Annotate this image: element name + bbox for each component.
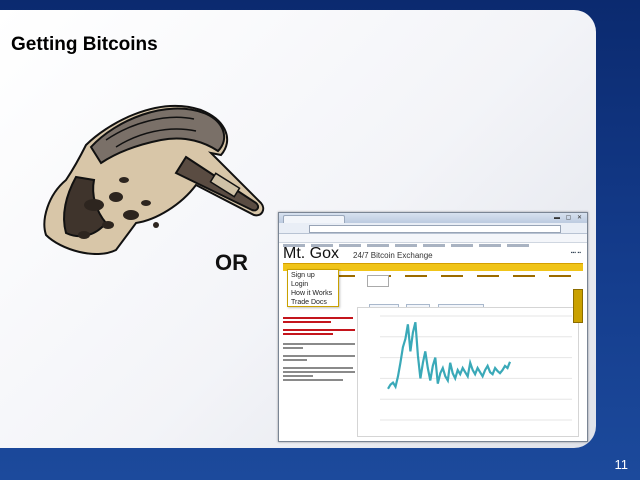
- window-controls-icon[interactable]: ▬ ▢ ✕: [553, 215, 584, 221]
- side-news: [283, 317, 357, 383]
- price-series-line: [387, 321, 512, 390]
- menu-item-trade-docs[interactable]: Trade Docs: [291, 299, 327, 306]
- menu-item-how-it-works[interactable]: How it Works: [291, 290, 333, 297]
- price-chart: [357, 307, 579, 437]
- bookmarks-bar: [279, 234, 587, 247]
- pickaxe-image: [43, 104, 265, 255]
- browser-titlebar: ▬ ▢ ✕: [279, 213, 587, 224]
- menu-item-login[interactable]: Login: [291, 281, 309, 288]
- browser-tab[interactable]: [283, 215, 345, 224]
- gox-logo[interactable]: Mt. Gox: [283, 245, 340, 262]
- slide-title: Getting Bitcoins: [11, 34, 158, 55]
- trade-tab[interactable]: [367, 275, 389, 287]
- menu-item-sign-up[interactable]: Sign up: [291, 272, 315, 279]
- gox-tagline: 24/7 Bitcoin Exchange: [353, 251, 433, 260]
- browser-navbar: [279, 223, 587, 234]
- gox-header: Mt. Gox 24/7 Bitcoin Exchange ▪▪▪ ▪▪: [279, 243, 587, 273]
- or-label: OR: [215, 250, 248, 275]
- browser-screenshot: ▬ ▢ ✕ Mt. Gox 24/7 Bitcoin Exchange ▪▪▪ …: [278, 212, 588, 442]
- gox-dropdown-menu: Sign up Login How it Works Trade Docs: [287, 269, 339, 307]
- address-bar[interactable]: [309, 225, 561, 233]
- price-chart-svg: [380, 315, 572, 421]
- page-number: 11: [614, 457, 629, 472]
- account-links[interactable]: ▪▪▪ ▪▪: [570, 250, 581, 256]
- side-panel-tab[interactable]: [573, 289, 583, 323]
